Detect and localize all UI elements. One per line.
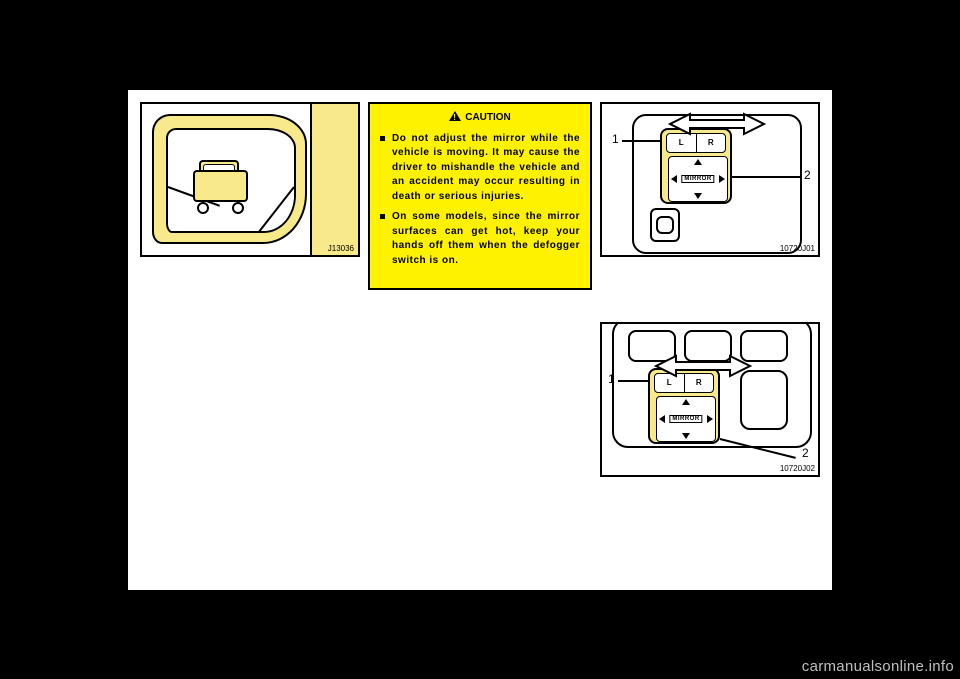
arrow-down-icon bbox=[682, 433, 690, 439]
arrow-up-icon bbox=[694, 159, 702, 165]
arrow-left-icon bbox=[659, 415, 665, 423]
car-body bbox=[193, 170, 248, 202]
callout-2: 2 bbox=[804, 168, 811, 182]
selector-arrow-icon bbox=[648, 352, 758, 382]
arrow-up-icon bbox=[682, 399, 690, 405]
caution-heading: CAUTION bbox=[380, 110, 580, 126]
vehicle-in-mirror bbox=[193, 160, 248, 208]
a-pillar-shape bbox=[310, 104, 358, 255]
arrow-down-icon bbox=[694, 193, 702, 199]
caution-item: Do not adjust the mirror while the vehic… bbox=[380, 132, 580, 205]
arrow-right-icon bbox=[707, 415, 713, 423]
aux-button-inner bbox=[656, 216, 674, 234]
figure-side-mirror-view: J13036 bbox=[140, 102, 360, 257]
caution-list: Do not adjust the mirror while the vehic… bbox=[380, 132, 580, 269]
figure-caption: 10720J02 bbox=[780, 464, 815, 473]
figure-caption: 10720J01 bbox=[780, 244, 815, 253]
figure-mirror-switch-a: L R MIRROR 1 2 10720J01 bbox=[600, 102, 820, 257]
arrow-right-icon bbox=[719, 175, 725, 183]
watermark: carmanualsonline.info bbox=[802, 658, 954, 675]
mirror-reflection bbox=[166, 128, 296, 233]
warning-triangle-icon bbox=[449, 111, 461, 121]
figure-mirror-switch-b: L R MIRROR 1 2 10720J02 bbox=[600, 322, 820, 477]
leader-line bbox=[618, 380, 650, 382]
mirror-label: MIRROR bbox=[669, 415, 702, 423]
wheel-right bbox=[232, 202, 244, 214]
callout-1: 1 bbox=[608, 372, 615, 386]
leader-line bbox=[622, 140, 662, 142]
caution-box: CAUTION Do not adjust the mirror while t… bbox=[368, 102, 592, 290]
mirror-housing bbox=[152, 114, 307, 244]
caution-heading-text: CAUTION bbox=[465, 112, 511, 123]
leader-line bbox=[732, 176, 802, 178]
callout-2: 2 bbox=[802, 446, 809, 460]
selector-arrow-icon bbox=[662, 110, 772, 140]
figure-caption: J13036 bbox=[328, 244, 354, 253]
mirror-adjust-pad: MIRROR bbox=[656, 396, 716, 442]
wheel-left bbox=[197, 202, 209, 214]
callout-1: 1 bbox=[612, 132, 619, 146]
caution-item: On some models, since the mirror surface… bbox=[380, 210, 580, 268]
mirror-label: MIRROR bbox=[681, 175, 714, 183]
manual-page: J13036 CAUTION Do not adjust the mirror … bbox=[128, 90, 832, 590]
arrow-left-icon bbox=[671, 175, 677, 183]
mirror-adjust-pad: MIRROR bbox=[668, 156, 728, 202]
